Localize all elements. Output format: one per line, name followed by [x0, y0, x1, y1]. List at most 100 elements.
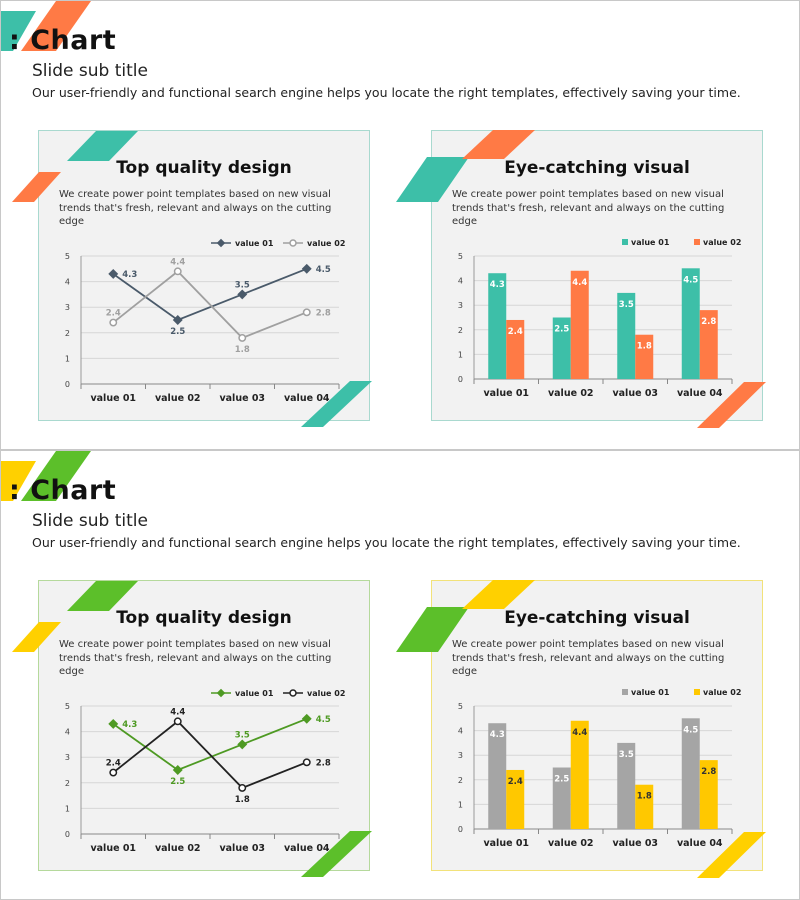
y-tick-label: 3 — [65, 753, 70, 762]
legend-swatch — [694, 689, 700, 695]
data-label: 2.5 — [554, 775, 569, 785]
data-label: 2.5 — [554, 325, 569, 335]
panel-heading: Top quality design — [116, 158, 292, 178]
x-tick-label: value 01 — [90, 393, 136, 404]
y-tick-label: 5 — [65, 702, 70, 711]
bar — [552, 317, 571, 379]
data-label: 2.8 — [701, 317, 716, 327]
slide-subtitle: Slide sub title — [32, 61, 148, 81]
data-point — [109, 768, 118, 777]
y-tick-label: 0 — [458, 825, 463, 834]
y-tick-label: 4 — [458, 727, 463, 736]
data-point — [238, 783, 247, 792]
line-chart: 0 1 2 3 4 5 value 01 value 02 value 03 value 04 va… — [65, 688, 345, 854]
data-label: 2.8 — [316, 758, 331, 768]
legend-marker — [289, 239, 297, 247]
y-tick-label: 2 — [65, 779, 70, 788]
y-tick-label: 1 — [65, 354, 70, 363]
data-label: 3.5 — [235, 730, 250, 740]
bar — [635, 334, 654, 379]
x-tick-label: value 02 — [548, 388, 594, 399]
legend-swatch — [694, 239, 700, 245]
bar-chart: 0 1 2 3 4 5 value 01 value 02 value 03 value 04 va… — [458, 238, 742, 399]
x-tick-label: value 03 — [219, 393, 265, 404]
bar — [488, 723, 507, 829]
slide-title: : Chart — [9, 25, 117, 56]
legend-marker — [289, 689, 297, 697]
slide-1: : Chart Slide sub title Our user-friendl… — [0, 0, 800, 450]
data-label: 4.4 — [170, 707, 185, 717]
x-tick-label: value 04 — [284, 393, 330, 404]
data-label: 2.8 — [316, 308, 331, 318]
y-tick-label: 0 — [65, 380, 70, 389]
bar-chart-panel: Eye-catching visual We create power poin… — [431, 130, 763, 421]
x-tick-label: value 03 — [219, 843, 265, 854]
bar-chart-panel: Eye-catching visual We create power poin… — [431, 580, 763, 871]
data-label: 4.4 — [572, 728, 587, 738]
legend-swatch — [622, 689, 628, 695]
series-line — [112, 270, 308, 339]
data-label: 2.5 — [170, 777, 185, 787]
data-label: 1.8 — [235, 345, 250, 355]
bar — [570, 720, 589, 829]
corner-stripes-decoration — [1, 1, 91, 51]
data-point — [302, 758, 311, 767]
y-tick-label: 5 — [65, 252, 70, 261]
data-point — [108, 268, 119, 279]
bar — [699, 760, 718, 829]
line-chart-panel: Top quality design We create power point… — [38, 130, 370, 421]
series-line — [112, 717, 308, 772]
y-tick-label: 2 — [458, 776, 463, 785]
data-label: 4.5 — [316, 715, 331, 725]
y-tick-label: 3 — [458, 301, 463, 310]
y-tick-label: 3 — [65, 303, 70, 312]
legend-marker — [216, 688, 226, 698]
x-tick-label: value 02 — [548, 838, 594, 849]
data-point — [172, 765, 183, 775]
y-tick-label: 1 — [458, 800, 463, 809]
bar — [488, 273, 507, 379]
data-label: 4.3 — [490, 280, 505, 290]
bar — [617, 742, 636, 829]
data-point — [301, 713, 312, 724]
panel-heading: Top quality design — [116, 608, 292, 628]
data-label: 3.5 — [619, 750, 634, 760]
legend-label: value 02 — [703, 238, 741, 247]
y-tick-label: 0 — [458, 375, 463, 384]
y-tick-label: 4 — [458, 277, 463, 286]
data-label: 4.3 — [122, 270, 137, 280]
bar — [699, 310, 718, 379]
line-chart-panel: Top quality design We create power point… — [38, 580, 370, 871]
y-tick-label: 1 — [65, 804, 70, 813]
data-label: 4.4 — [572, 278, 587, 288]
data-label: 2.4 — [106, 309, 121, 319]
data-point — [237, 739, 248, 750]
corner-stripes-decoration — [1, 451, 91, 501]
x-tick-label: value 04 — [677, 838, 723, 849]
legend-label: value 02 — [307, 689, 345, 698]
panel-text: We create power point templates based on… — [452, 639, 725, 677]
data-label: 2.8 — [701, 767, 716, 777]
data-label: 4.5 — [316, 265, 331, 275]
y-tick-label: 3 — [458, 751, 463, 760]
data-point — [109, 318, 118, 327]
data-label: 1.8 — [637, 792, 652, 802]
legend-label: value 01 — [235, 239, 274, 248]
panel-text: We create power point templates based on… — [59, 639, 332, 677]
bar — [635, 784, 654, 829]
data-label: 1.8 — [235, 795, 250, 805]
data-point — [237, 289, 248, 300]
data-point — [238, 333, 247, 342]
panel-text: We create power point templates based on… — [452, 189, 725, 227]
data-label: 3.5 — [619, 300, 634, 310]
panel-heading: Eye-catching visual — [504, 608, 690, 628]
bar — [570, 270, 589, 379]
y-tick-label: 0 — [65, 830, 70, 839]
panel-heading: Eye-catching visual — [504, 158, 690, 178]
slide-description: Our user-friendly and functional search … — [32, 535, 741, 550]
x-tick-label: value 03 — [612, 838, 658, 849]
legend-label: value 01 — [235, 689, 274, 698]
x-tick-label: value 03 — [612, 388, 658, 399]
data-label: 2.4 — [508, 777, 523, 787]
x-tick-label: value 04 — [284, 843, 330, 854]
